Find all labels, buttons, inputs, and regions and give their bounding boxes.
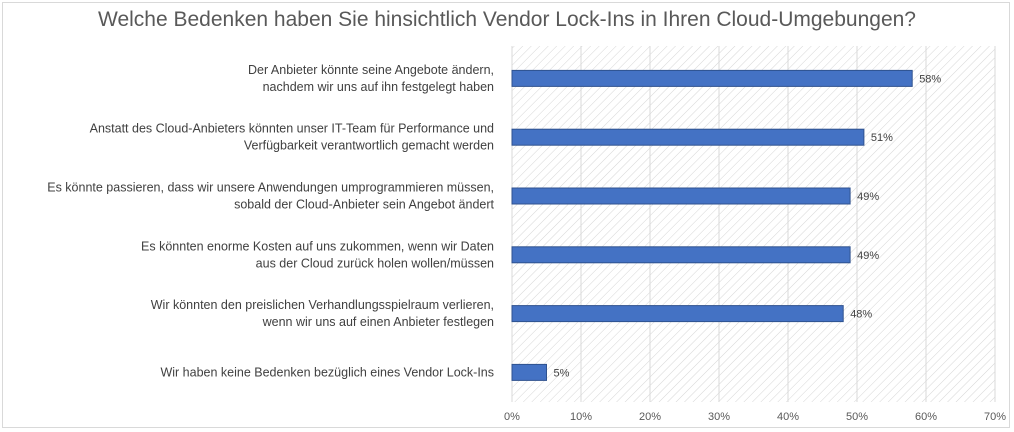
category-label: Anstatt des Cloud-Anbieters könnten unse… <box>90 122 494 136</box>
bar <box>511 363 547 381</box>
bar <box>511 305 844 323</box>
data-label: 49% <box>857 250 879 262</box>
x-tick-label: 0% <box>504 411 520 423</box>
category-label: Der Anbieter könnte seine Angebote änder… <box>248 63 494 77</box>
plot-area <box>512 46 995 402</box>
category-label: Es könnten enorme Kosten auf uns zukomme… <box>141 239 494 253</box>
gridlines <box>511 46 996 402</box>
bar <box>511 128 865 146</box>
data-label: 5% <box>554 367 570 379</box>
bar <box>511 187 851 205</box>
x-tick-label: 30% <box>708 411 730 423</box>
bar <box>511 69 913 87</box>
bars: 58% 51% 49% 49% 48% 5% <box>511 69 941 381</box>
category-label: Wir könnten den preislichen Verhandlungs… <box>151 298 494 312</box>
x-tick-label: 70% <box>984 411 1006 423</box>
category-label: Es könnte passieren, dass wir unsere Anw… <box>47 181 494 195</box>
data-label: 51% <box>871 132 893 144</box>
category-labels: Der Anbieter könnte seine Angebote änder… <box>47 63 494 379</box>
data-label: 49% <box>857 191 879 203</box>
data-label: 48% <box>850 309 872 321</box>
x-tick-label: 50% <box>846 411 868 423</box>
category-label: wenn wir uns auf einen Anbieter festlege… <box>262 315 494 329</box>
x-tick-label: 20% <box>639 411 661 423</box>
x-tick-label: 10% <box>570 411 592 423</box>
category-label: Verfügbarkeit verantwortlich gemacht wer… <box>244 139 494 153</box>
bar <box>511 246 851 264</box>
category-label: aus der Cloud zurück holen wollen/müssen <box>256 256 494 270</box>
x-axis-tick-labels: 0% 10% 20% 30% 40% 50% 60% 70% <box>504 411 1006 423</box>
category-label: nachdem wir uns auf ihn festgelegt haben <box>263 80 494 94</box>
chart-title: Welche Bedenken haben Sie hinsichtlich V… <box>98 8 916 31</box>
category-label: sobald der Cloud-Anbieter sein Angebot ä… <box>234 198 494 212</box>
x-tick-label: 40% <box>777 411 799 423</box>
data-label: 58% <box>919 73 941 85</box>
category-label: Wir haben keine Bedenken bezüglich eines… <box>160 365 494 379</box>
x-tick-label: 60% <box>915 411 937 423</box>
